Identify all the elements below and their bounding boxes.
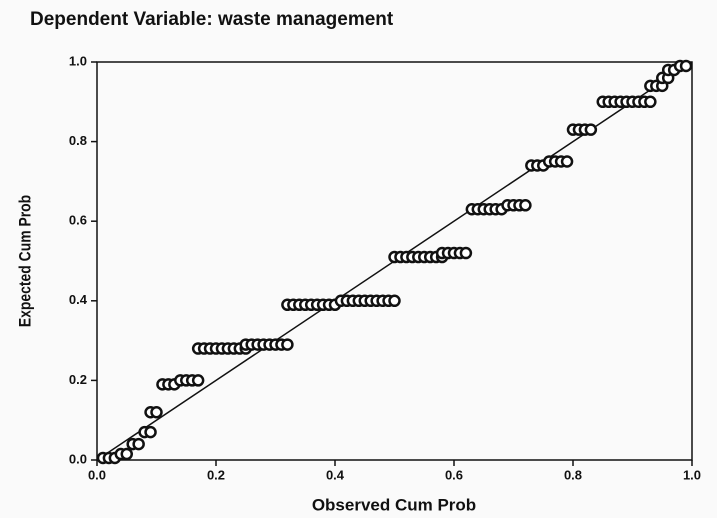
y-tick-label: 0.8 [69, 133, 87, 148]
point [519, 199, 532, 212]
point [679, 59, 693, 73]
point [150, 405, 163, 419]
point [644, 95, 657, 109]
point [584, 123, 598, 136]
point [281, 338, 294, 351]
point [144, 425, 157, 439]
x-tick-label: 1.0 [683, 467, 701, 482]
x-tick-label: 0.4 [326, 467, 345, 482]
x-tick-label: 0.6 [445, 467, 463, 482]
y-tick-label: 0.6 [69, 213, 87, 228]
y-tick-label: 0.0 [69, 451, 87, 466]
point [191, 374, 205, 387]
x-tick-label: 0.2 [207, 467, 225, 482]
point [560, 155, 574, 168]
x-tick-label: 0.0 [88, 467, 106, 482]
x-tick-label: 0.8 [564, 467, 582, 482]
chart-title: Dependent Variable: waste management [30, 9, 394, 30]
plot-frame [96, 61, 693, 461]
point [388, 294, 401, 308]
y-tick-label: 1.0 [69, 53, 87, 68]
y-tick-label: 0.4 [69, 292, 88, 307]
x-axis-label: Observed Cum Prob [312, 495, 476, 514]
point [459, 246, 473, 260]
y-tick-label: 0.2 [69, 372, 87, 387]
point [132, 437, 145, 451]
y-axis-label: Expected Cum Prob [16, 195, 35, 327]
point [120, 447, 133, 461]
